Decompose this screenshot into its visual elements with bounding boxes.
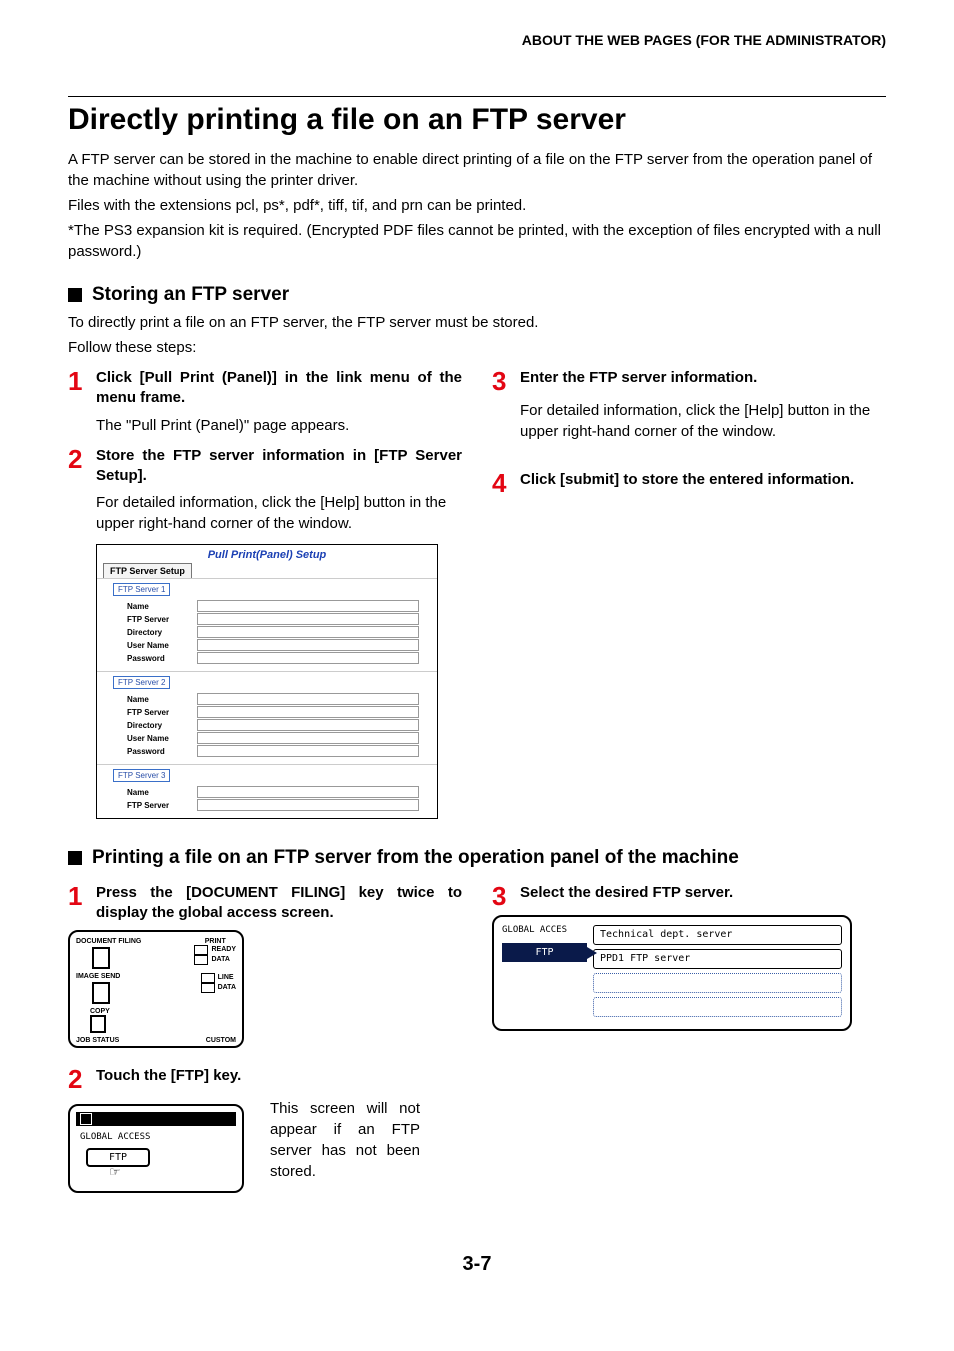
step-number: 3 <box>492 368 520 394</box>
led-icon <box>194 955 208 965</box>
button-icon <box>92 982 110 1004</box>
ready-label: READY <box>211 946 236 953</box>
intro-p1: A FTP server can be stored in the machin… <box>68 149 886 191</box>
led-icon <box>201 983 215 993</box>
print-step3-head: Select the desired FTP server. <box>520 883 733 903</box>
field-input[interactable] <box>197 626 419 638</box>
section1-lead2: Follow these steps: <box>68 337 886 358</box>
led-icon <box>201 973 215 983</box>
section1-lead1: To directly print a file on an FTP serve… <box>68 312 886 333</box>
doc-filing-label: DOCUMENT FILING <box>76 938 141 945</box>
pointer-hand-icon: ☞ <box>110 1162 120 1181</box>
button-icon <box>92 947 110 969</box>
global-access-label: GLOBAL ACCESS <box>80 1132 236 1142</box>
bullet-square-icon <box>68 288 82 302</box>
field-input[interactable] <box>197 613 419 625</box>
led-icon <box>194 945 208 955</box>
server-list-item[interactable] <box>593 973 842 993</box>
step-number: 2 <box>68 1066 96 1092</box>
field-label: FTP Server <box>127 708 197 717</box>
store-step4-head: Click [submit] to store the entered info… <box>520 470 854 490</box>
field-input[interactable] <box>197 786 419 798</box>
title-bar <box>76 1112 236 1126</box>
store-step1-head: Click [Pull Print (Panel)] in the link m… <box>96 368 462 409</box>
panel-figure-1: DOCUMENT FILING PRINT READY DATA IMAGE S… <box>68 930 244 1048</box>
store-step2-body: For detailed information, click the [Hel… <box>96 492 462 534</box>
field-input[interactable] <box>197 652 419 664</box>
button-icon <box>90 1015 106 1033</box>
field-label: FTP Server <box>127 801 197 810</box>
field-label: Directory <box>127 628 197 637</box>
step-number: 1 <box>68 883 96 909</box>
store-step3-body: For detailed information, click the [Hel… <box>520 400 886 442</box>
field-label: Password <box>127 654 197 663</box>
step-number: 2 <box>68 446 96 472</box>
job-status-label: JOB STATUS <box>76 1037 119 1044</box>
field-label: FTP Server <box>127 615 197 624</box>
ftp-setup-figure: Pull Print(Panel) Setup FTP Server Setup… <box>96 544 438 819</box>
header-rule <box>68 96 886 97</box>
print-step2-head: Touch the [FTP] key. <box>96 1066 241 1086</box>
ftp-server-label: FTP Server 1 <box>113 583 170 596</box>
image-send-label: IMAGE SEND <box>76 973 120 980</box>
bullet-square-icon <box>68 851 82 865</box>
page-title: Directly printing a file on an FTP serve… <box>68 103 886 137</box>
arrow-right-icon <box>587 947 597 959</box>
ftp-setup-tab: FTP Server Setup <box>103 563 192 578</box>
running-header: ABOUT THE WEB PAGES (FOR THE ADMINISTRAT… <box>68 32 886 48</box>
field-input[interactable] <box>197 719 419 731</box>
server-select-figure: GLOBAL ACCES FTP Technical dept. server … <box>492 915 852 1031</box>
field-input[interactable] <box>197 693 419 705</box>
server-list-item[interactable]: Technical dept. server <box>593 925 842 945</box>
ftp-server-label: FTP Server 2 <box>113 676 170 689</box>
field-input[interactable] <box>197 799 419 811</box>
field-input[interactable] <box>197 745 419 757</box>
data-label: DATA <box>218 984 236 991</box>
server-list-item[interactable]: PPD1 FTP server <box>593 949 842 969</box>
intro-p3: *The PS3 expansion kit is required. (Enc… <box>68 220 886 262</box>
panel-figure-2: GLOBAL ACCESS FTP ☞ <box>68 1104 244 1193</box>
ftp-tab-active[interactable]: FTP <box>502 943 587 962</box>
section1-title: Storing an FTP server <box>92 284 289 306</box>
print-step1-head: Press the [DOCUMENT FILING] key twice to… <box>96 883 462 924</box>
store-step3-head: Enter the FTP server information. <box>520 368 757 388</box>
server-list-item[interactable] <box>593 997 842 1017</box>
field-label: Name <box>127 602 197 611</box>
field-label: Password <box>127 747 197 756</box>
field-label: Name <box>127 695 197 704</box>
intro-p2: Files with the extensions pcl, ps*, pdf*… <box>68 195 886 216</box>
line-label: LINE <box>218 974 234 981</box>
print-step2-note: This screen will not appear if an FTP se… <box>270 1098 420 1182</box>
field-label: User Name <box>127 734 197 743</box>
field-input[interactable] <box>197 732 419 744</box>
field-label: User Name <box>127 641 197 650</box>
step-number: 4 <box>492 470 520 496</box>
step-number: 3 <box>492 883 520 909</box>
step-number: 1 <box>68 368 96 394</box>
print-label: PRINT <box>194 938 236 945</box>
field-input[interactable] <box>197 600 419 612</box>
field-input[interactable] <box>197 639 419 651</box>
global-access-label: GLOBAL ACCES <box>502 925 587 935</box>
copy-label: COPY <box>90 1008 236 1015</box>
ftp-tab-label: FTP <box>535 947 553 958</box>
data-label: DATA <box>211 956 229 963</box>
field-input[interactable] <box>197 706 419 718</box>
custom-label: CUSTOM <box>206 1037 236 1044</box>
field-label: Name <box>127 788 197 797</box>
page-number: 3-7 <box>68 1253 886 1276</box>
window-icon <box>80 1113 92 1125</box>
store-step1-body: The "Pull Print (Panel)" page appears. <box>96 415 462 436</box>
field-label: Directory <box>127 721 197 730</box>
section2-title: Printing a file on an FTP server from th… <box>92 847 739 869</box>
ftp-setup-title: Pull Print(Panel) Setup <box>97 545 437 563</box>
store-step2-head: Store the FTP server information in [FTP… <box>96 446 462 487</box>
ftp-button[interactable]: FTP ☞ <box>86 1148 150 1167</box>
ftp-server-label: FTP Server 3 <box>113 769 170 782</box>
